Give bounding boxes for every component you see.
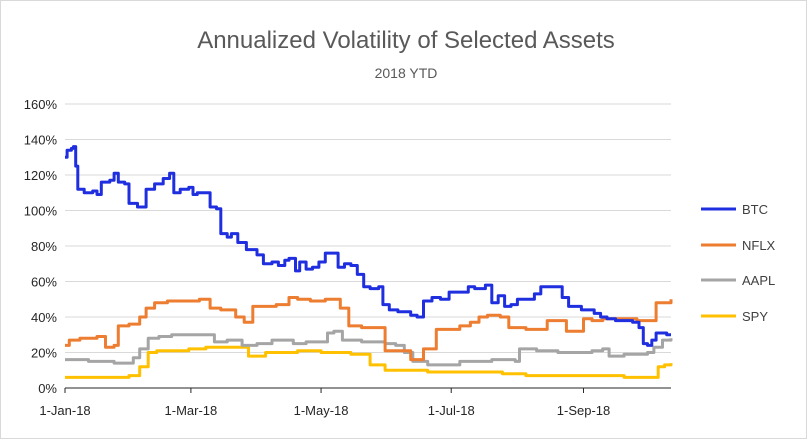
y-tick-label: 20%	[31, 346, 57, 361]
series-line-nflx	[65, 296, 673, 362]
x-axis-ticks: 1-Jan-18 1-Mar-18 1-May-18 1-Jul-18 1-Sep-18	[39, 388, 610, 418]
x-tick-label: 1-Jul-18	[428, 403, 475, 418]
x-tick-label: 1-Sep-18	[557, 403, 610, 418]
legend-item-aapl: AAPL	[701, 273, 775, 288]
y-axis-ticks: 0% 20% 40% 60% 80% 100% 120% 140% 160%	[24, 97, 58, 396]
chart-title: Annualized Volatility of Selected Assets	[197, 27, 615, 54]
series-line-aapl	[65, 329, 673, 367]
legend-label: NFLX	[742, 238, 776, 253]
series-line-spy	[65, 345, 673, 379]
y-tick-label: 80%	[31, 239, 57, 254]
legend-label: BTC	[742, 202, 768, 217]
y-tick-label: 100%	[24, 204, 58, 219]
y-tick-label: 0%	[38, 381, 57, 396]
x-tick-label: 1-Mar-18	[165, 403, 218, 418]
y-tick-label: 40%	[31, 310, 57, 325]
y-tick-label: 120%	[24, 168, 58, 183]
y-tick-label: 60%	[31, 275, 57, 290]
gridlines	[65, 103, 671, 389]
x-tick-label: 1-May-18	[294, 403, 349, 418]
legend-item-nflx: NFLX	[701, 238, 776, 253]
chart-subtitle: 2018 YTD	[375, 65, 438, 81]
legend: BTC NFLX AAPL SPY	[701, 202, 776, 324]
y-tick-label: 140%	[24, 133, 58, 148]
x-tick-label: 1-Jan-18	[39, 403, 90, 418]
legend-label: SPY	[742, 309, 768, 324]
legend-item-spy: SPY	[701, 309, 768, 324]
y-tick-label: 160%	[24, 97, 58, 112]
series-lines	[65, 145, 673, 379]
series-line-btc	[65, 145, 671, 347]
legend-item-btc: BTC	[701, 202, 768, 217]
legend-label: AAPL	[742, 273, 775, 288]
